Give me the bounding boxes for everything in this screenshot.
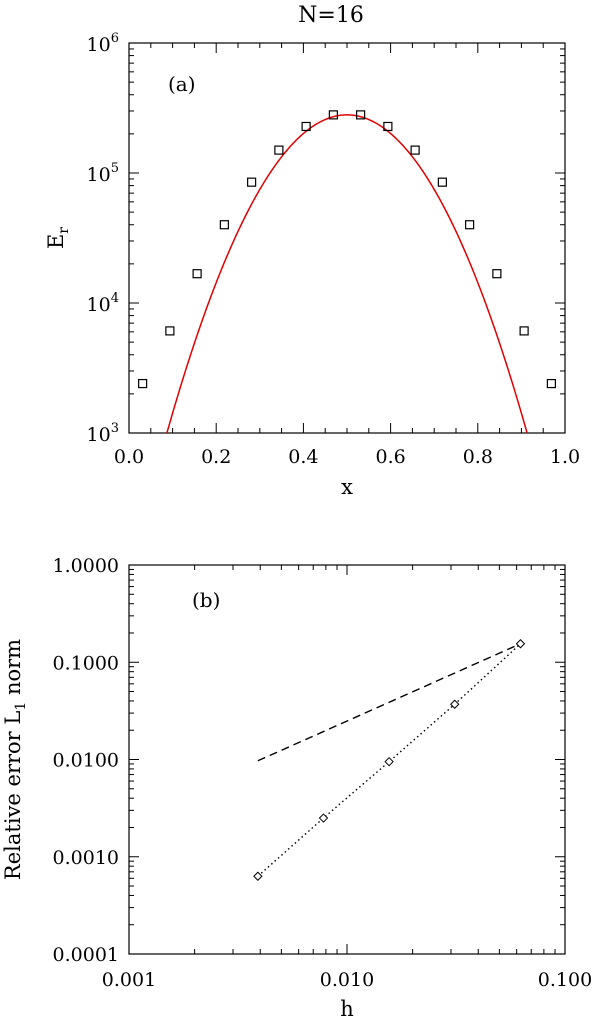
- data-point-square: [328, 110, 338, 120]
- y-axis-label-b-main: Relative error L: [1, 711, 25, 880]
- y-axis-label-b-sub: 1: [13, 702, 29, 711]
- data-point-square: [138, 378, 148, 389]
- data-point-square: [519, 326, 529, 336]
- y-tick-label-b: 1.0000: [53, 555, 119, 577]
- y-tick-exp-a: 3: [111, 421, 119, 436]
- y-tick-base-a: 10: [87, 294, 111, 316]
- y-tick-exp-a: 5: [111, 161, 119, 176]
- panel-label-a: (a): [168, 72, 196, 96]
- y-tick-base-a: 10: [87, 164, 111, 186]
- data-point-diamond: [450, 699, 460, 709]
- data-point-diamond: [515, 639, 526, 649]
- data-point-square: [383, 121, 393, 132]
- x-axis-label-a: x: [341, 475, 353, 499]
- x-tick-label-a: 1.0: [550, 446, 580, 468]
- data-point-square: [192, 269, 202, 279]
- plot-frame-b: [128, 564, 566, 955]
- data-point-diamond: [318, 813, 329, 823]
- data-point-square: [410, 145, 420, 155]
- data-point-square: [437, 177, 447, 187]
- data-point-diamond: [253, 871, 263, 881]
- x-tick-label-a: 0.0: [114, 446, 144, 468]
- data-point-square: [247, 177, 257, 187]
- y-axis-label-b: Relative error L1 norm: [1, 639, 29, 880]
- analytic-curve: [166, 114, 528, 433]
- data-point-square: [165, 326, 175, 336]
- data-point-square: [356, 110, 366, 120]
- y-tick-exp-a: 4: [111, 291, 119, 306]
- data-point-square: [301, 121, 311, 132]
- y-tick-base-a: 10: [87, 34, 111, 56]
- x-tick-label-b: 0.010: [320, 969, 374, 991]
- y-tick-label-a: 103: [87, 421, 119, 446]
- x-tick-label-a: 0.8: [463, 446, 493, 468]
- y-axis-label-a: Er: [44, 227, 72, 249]
- data-point-square: [219, 220, 229, 230]
- y-tick-label-b: 0.0010: [53, 847, 119, 869]
- y-tick-base-a: 10: [87, 424, 111, 446]
- y-tick-label-a: 104: [87, 291, 119, 316]
- data-point-square: [465, 220, 475, 230]
- data-point-square: [546, 378, 556, 389]
- panel-b: 0.001 0.010 0.100 0.0001 0.0010 0.0100 0.1000 1…: [1, 555, 592, 1021]
- x-tick-label-b: 0.100: [538, 969, 592, 991]
- reference-slope-line: [257, 643, 521, 762]
- y-tick-label-b: 0.0100: [53, 750, 119, 772]
- panel-label-b: (b): [192, 588, 220, 612]
- x-axis-label-b: h: [340, 997, 354, 1021]
- y-tick-label-b: 0.1000: [53, 652, 119, 674]
- x-tick-label-a: 0.2: [201, 446, 231, 468]
- plot-frame-a: [128, 42, 566, 434]
- y-axis-label-base-a: E: [44, 234, 68, 249]
- y-tick-label-b: 0.0001: [53, 944, 119, 966]
- data-point-square: [492, 269, 502, 279]
- figure-title: N=16: [298, 3, 364, 28]
- y-tick-label-a: 106: [87, 31, 119, 56]
- y-tick-exp-a: 6: [111, 31, 119, 46]
- y-axis-label-b-tail: norm: [1, 639, 25, 702]
- data-point-square: [274, 145, 284, 155]
- y-tick-label-a: 105: [87, 161, 119, 186]
- x-tick-label-b: 0.001: [102, 969, 156, 991]
- y-axis-label-sub-a: r: [56, 227, 72, 234]
- data-point-diamond: [384, 756, 394, 767]
- x-tick-label-a: 0.6: [375, 446, 405, 468]
- x-tick-label-a: 0.4: [288, 446, 318, 468]
